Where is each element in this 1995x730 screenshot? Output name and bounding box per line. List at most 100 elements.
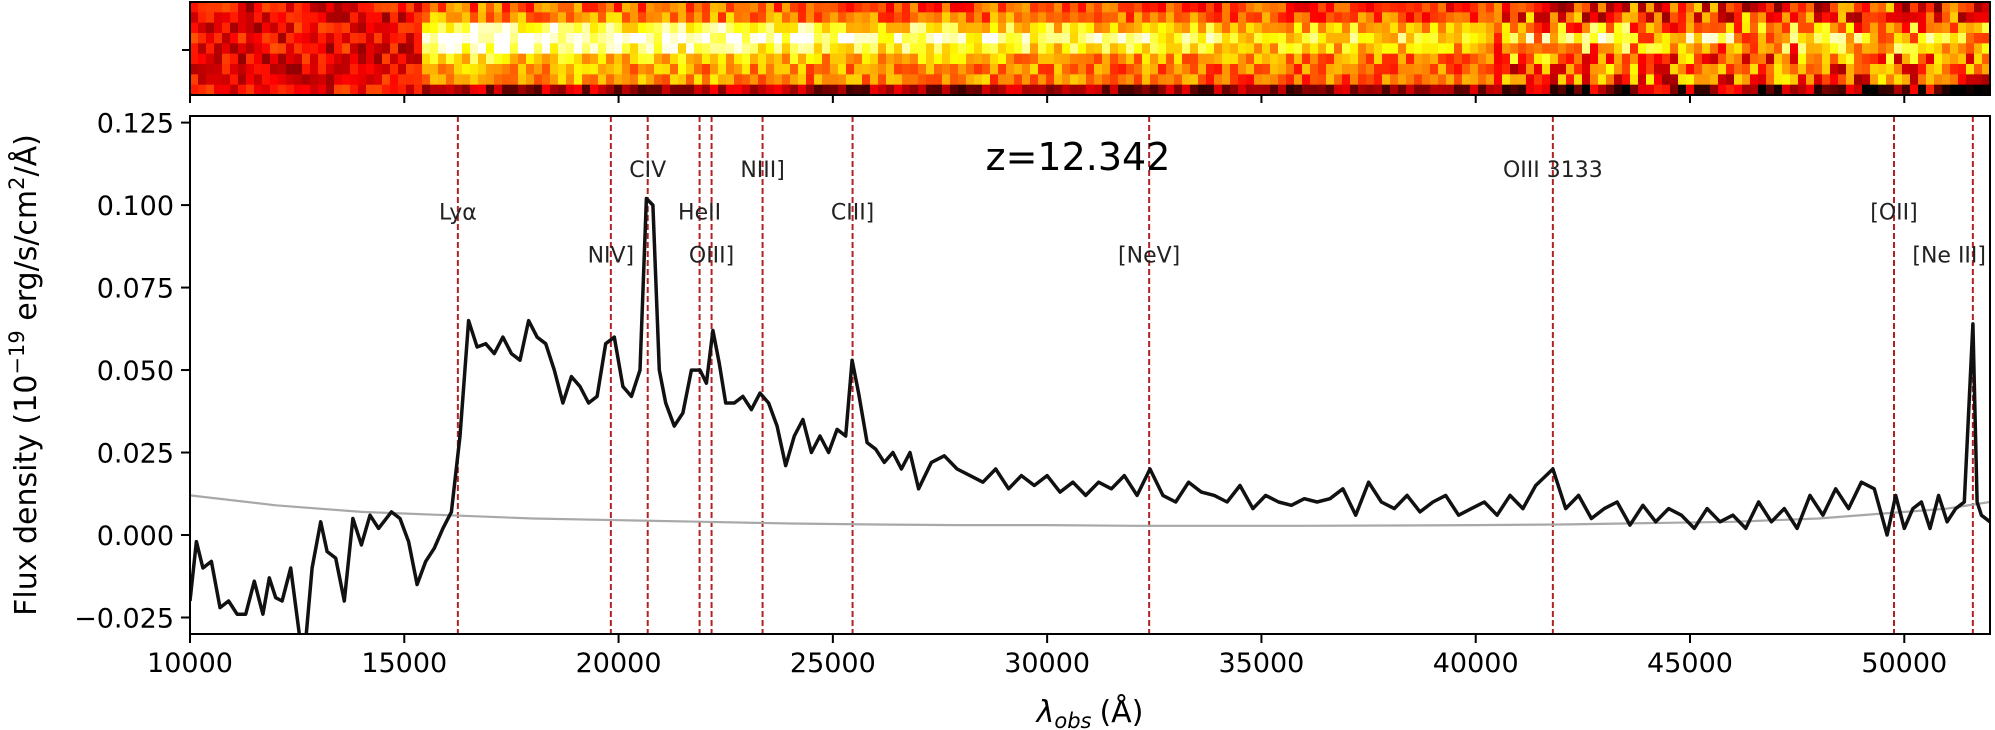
spectrum-2d-pixel	[566, 53, 575, 65]
spectrum-2d-pixel	[990, 22, 999, 34]
y-axis-label: Flux density (10−19 erg/s/cm2/Å)	[5, 134, 44, 616]
spectrum-2d-pixel	[1286, 33, 1295, 44]
spectrum-2d-pixel	[294, 43, 303, 55]
spectrum-2d-pixel	[982, 43, 991, 55]
x-tick-label-3: 25000	[790, 648, 876, 679]
spectrum-2d-pixel	[1870, 84, 1879, 96]
spectrum-2d-pixel	[1934, 12, 1943, 24]
spectrum-2d-pixel	[974, 12, 983, 24]
spectrum-2d-pixel	[1502, 22, 1511, 34]
spectrum-2d-pixel	[1006, 74, 1015, 86]
spectrum-2d-pixel	[1782, 84, 1791, 96]
spectrum-2d-pixel	[350, 53, 359, 65]
spectrum-2d-pixel	[694, 2, 703, 13]
spectrum-2d-pixel	[1734, 22, 1743, 34]
spectrum-2d-pixel	[1254, 22, 1263, 34]
spectrum-2d-pixel	[1934, 2, 1943, 13]
spectrum-2d-pixel	[1854, 22, 1863, 34]
spectrum-2d-pixel	[302, 33, 311, 44]
spectrum-2d-pixel	[966, 33, 975, 44]
spectrum-2d-pixel	[574, 74, 583, 86]
spectrum-2d-pixel	[1550, 53, 1559, 65]
spectrum-2d-pixel	[1150, 53, 1159, 65]
spectrum-2d-pixel	[830, 64, 839, 75]
spectrum-2d-pixel	[334, 74, 343, 86]
spectrum-2d-pixel	[622, 43, 631, 55]
spectrum-2d-pixel	[294, 22, 303, 34]
spectrum-2d-pixel	[302, 64, 311, 75]
spectrum-2d-pixel	[1598, 22, 1607, 34]
spectrum-2d-pixel	[910, 22, 919, 34]
spectrum-2d-pixel	[1014, 43, 1023, 55]
spectrum-2d-pixel	[718, 2, 727, 13]
spectrum-2d-pixel	[1694, 84, 1703, 96]
spectrum-2d-pixel	[646, 22, 655, 34]
spectrum-2d-pixel	[1494, 43, 1503, 55]
spectrum-2d-pixel	[838, 53, 847, 65]
spectrum-2d-pixel	[654, 22, 663, 34]
spectrum-2d-pixel	[1542, 74, 1551, 86]
spectrum-2d-pixel	[366, 53, 375, 65]
spectrum-2d-pixel	[1478, 12, 1487, 24]
spectrum-2d-pixel	[1190, 2, 1199, 13]
spectrum-2d-pixel	[646, 33, 655, 44]
spectrum-2d-pixel	[1190, 53, 1199, 65]
spectrum-2d-pixel	[390, 84, 399, 96]
spectrum-2d-pixel	[1550, 2, 1559, 13]
spectrum-2d-pixel	[870, 74, 879, 86]
spectrum-2d-pixel	[1542, 22, 1551, 34]
spectrum-2d-pixel	[1446, 22, 1455, 34]
spectrum-2d-pixel	[1318, 22, 1327, 34]
spectrum-2d-pixel	[1478, 53, 1487, 65]
spectrum-2d-pixel	[1022, 22, 1031, 34]
spectrum-2d-pixel	[1574, 12, 1583, 24]
spectrum-2d-pixel	[390, 43, 399, 55]
spectrum-2d-frame	[189, 1, 1991, 96]
spectrum-2d-pixel	[918, 12, 927, 24]
spectrum-2d-pixel	[678, 22, 687, 34]
spectrum-2d-pixel	[1430, 74, 1439, 86]
spectrum-2d-pixel	[1006, 43, 1015, 55]
spectrum-2d-pixel	[1846, 2, 1855, 13]
spectrum-2d-pixel	[694, 33, 703, 44]
spectrum-2d-pixel	[750, 84, 759, 96]
spectrum-2d-pixel	[790, 2, 799, 13]
spectrum-2d-pixel	[1790, 64, 1799, 75]
spectrum-2d-pixel	[334, 22, 343, 34]
spectrum-2d-pixel	[694, 43, 703, 55]
spectrum-2d-pixel	[574, 53, 583, 65]
spectrum-2d-pixel	[1582, 12, 1591, 24]
spectrum-2d-pixel	[966, 43, 975, 55]
spectrum-2d-pixel	[1446, 33, 1455, 44]
spectrum-2d-pixel	[678, 12, 687, 24]
spectrum-2d-pixel	[870, 22, 879, 34]
spectrum-2d-pixel	[1222, 53, 1231, 65]
spectrum-2d-pixel	[326, 33, 335, 44]
spectrum-2d-pixel	[750, 43, 759, 55]
spectrum-2d-pixel	[974, 22, 983, 34]
spectrum-2d-pixel	[1254, 53, 1263, 65]
spectrum-2d-pixel	[1454, 33, 1463, 44]
spectrum-2d-pixel	[1230, 33, 1239, 44]
spectrum-2d-pixel	[1142, 74, 1151, 86]
spectrum-2d-pixel	[1230, 43, 1239, 55]
spectrum-2d-pixel	[782, 84, 791, 96]
spectrum-2d-pixel	[1790, 53, 1799, 65]
spectrum-2d-pixel	[1494, 74, 1503, 86]
spectrum-2d-pixel	[1342, 2, 1351, 13]
line-marker-label-10: [Ne III]	[1912, 244, 1986, 269]
spectrum-2d-pixel	[1526, 33, 1535, 44]
spectrum-2d-pixel	[846, 84, 855, 96]
spectrum-2d-pixel	[318, 74, 327, 86]
spectrum-2d-pixel	[1646, 2, 1655, 13]
spectrum-2d-pixel	[1934, 74, 1943, 86]
spectrum-2d-pixel	[1646, 84, 1655, 96]
spectrum-2d-pixel	[1374, 74, 1383, 86]
spectrum-2d-pixel	[1918, 84, 1927, 96]
spectrum-2d-pixel	[1446, 2, 1455, 13]
spectrum-2d-pixel	[1646, 22, 1655, 34]
spectrum-2d-pixel	[1622, 12, 1631, 24]
spectrum-2d-pixel	[1078, 64, 1087, 75]
spectrum-2d-pixel	[518, 33, 527, 44]
spectrum-2d-pixel	[1198, 33, 1207, 44]
